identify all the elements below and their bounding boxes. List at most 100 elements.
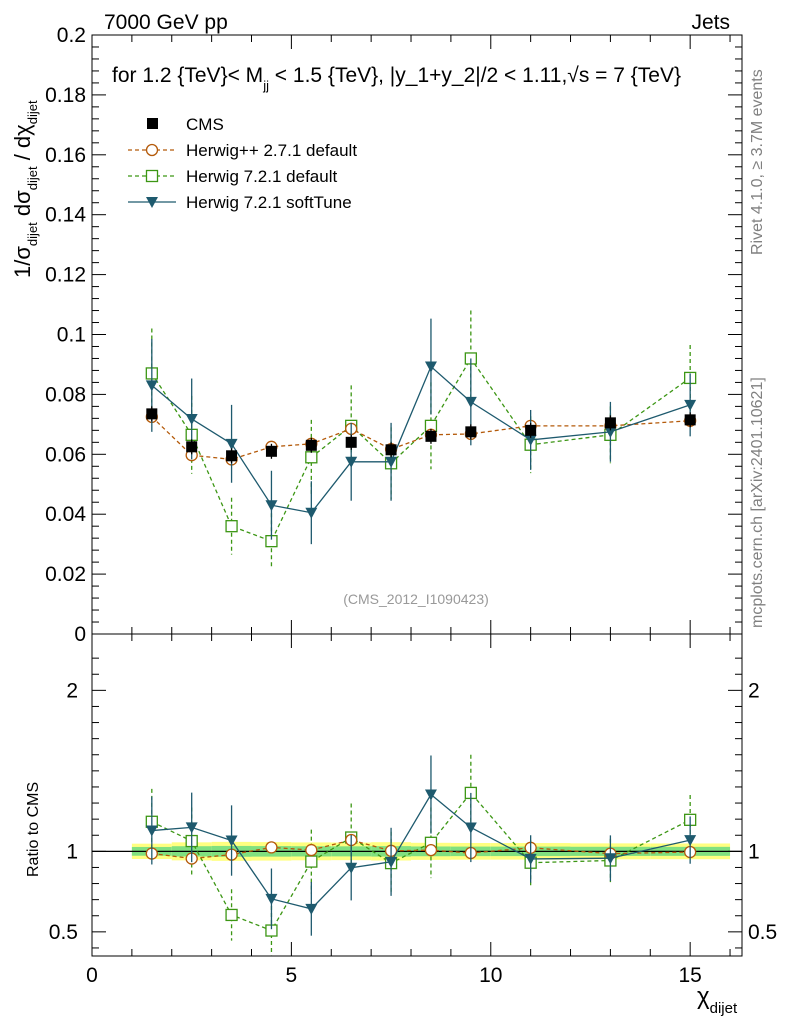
ratio-point-h721s-marker — [385, 856, 398, 868]
x-tick-label: 5 — [286, 964, 298, 987]
point-h721s-marker — [385, 456, 398, 468]
legend-entry-h721s: Herwig 7.2.1 softTune — [128, 193, 352, 212]
point-h721-marker — [305, 451, 318, 464]
ratio-point-h721s-marker — [265, 893, 278, 905]
ratio-axis-ticks: 0.5 0.5 1 1 2 2 — [49, 657, 777, 949]
ratio-tick-label-right: 2 — [748, 679, 760, 702]
series-line-h721 — [151, 357, 691, 542]
ratio-tick-label: 0.5 — [49, 921, 78, 944]
main-y-label-c-sub: dijet — [25, 100, 40, 124]
series-h721s — [145, 318, 697, 545]
legend: CMS Herwig++ 2.7.1 default Herwig 7.2.1 … — [128, 115, 357, 212]
legend-label-h721: Herwig 7.2.1 default — [186, 167, 337, 186]
ratio-point-h721-marker — [225, 908, 238, 922]
ratio-point-h721s-marker — [524, 853, 537, 865]
legend-marker-cms — [147, 118, 158, 129]
main-y-label-c: / dχ — [10, 124, 35, 167]
main-y-label-a: 1/σ — [10, 246, 35, 278]
series-line-h721s — [151, 365, 691, 514]
plot-title-suffix: = 7 {TeV} — [589, 64, 681, 87]
ratio-tick-label-right: 1 — [748, 840, 760, 863]
y-tick-label: 0.12 — [45, 264, 86, 287]
ratio-point-h721s-marker — [345, 862, 358, 874]
plot-title-prefix: for 1.2 {TeV}< M — [112, 64, 263, 87]
ratio-tick-label-right: 0.5 — [748, 921, 777, 944]
x-axis-label-main: χ — [697, 983, 710, 1010]
rivet-label: Rivet 4.1.0, ≥ 3.7M events — [749, 69, 766, 255]
main-y-label-a-sub: dijet — [25, 222, 40, 246]
ratio-series-h721s — [145, 755, 697, 936]
ratio-point-h271-marker — [265, 841, 278, 854]
legend-marker-h271 — [145, 143, 159, 157]
y-tick-label: 0.06 — [45, 443, 86, 466]
ratio-point-h721s-marker — [684, 835, 697, 847]
y-tick-label: 0.1 — [57, 324, 86, 347]
point-h721s-marker — [464, 396, 477, 408]
point-cms-marker — [385, 444, 397, 456]
point-h721s-marker — [524, 434, 537, 446]
ratio-series-layer — [145, 754, 697, 956]
x-axis-label-sub: dijet — [710, 1000, 738, 1017]
point-h721s-marker — [305, 507, 318, 519]
plot-title-sqrt: √s — [567, 64, 589, 87]
legend-entry-cms: CMS — [147, 115, 224, 134]
main-y-label: 1/σdijet dσdijet / dχdijet — [10, 100, 40, 278]
legend-entry-h721: Herwig 7.2.1 default — [128, 167, 337, 186]
ratio-point-h721s-marker — [145, 825, 158, 837]
x-tick-label: 0 — [86, 964, 98, 987]
point-cms-marker — [305, 439, 317, 451]
legend-label-cms: CMS — [186, 115, 224, 134]
plot-title-middle: < 1.5 {TeV}, |y_1+y_2|/2 < 1.11, — [269, 64, 567, 87]
point-cms-marker — [345, 436, 357, 448]
main-y-label-b-sub: dijet — [25, 166, 40, 190]
y-tick-label: 0.14 — [45, 204, 86, 227]
x-tick-label: 10 — [479, 964, 502, 987]
y-tick-label: 0.04 — [45, 503, 86, 526]
ratio-point-h271-marker — [424, 843, 438, 857]
plot-title-sub: jj — [262, 78, 269, 93]
x-axis-label: χdijet — [697, 983, 738, 1017]
y-tick-label: 0 — [74, 623, 86, 646]
point-h721s-marker — [185, 413, 198, 425]
point-cms-marker — [265, 445, 277, 457]
point-cms-marker — [525, 424, 537, 436]
legend-marker-h721s — [146, 197, 158, 208]
point-h721s-marker — [424, 361, 437, 373]
point-h721s-marker — [225, 438, 238, 450]
ratio-point-h271-marker — [305, 843, 318, 857]
point-cms-marker — [465, 426, 477, 438]
y-tick-label: 0.18 — [45, 84, 86, 107]
legend-entry-h271: Herwig++ 2.7.1 default — [128, 141, 357, 160]
point-cms-marker — [226, 450, 238, 462]
ratio-point-h721s-marker — [464, 822, 477, 834]
ratio-tick-label: 1 — [66, 840, 78, 863]
point-h721s-marker — [265, 500, 278, 512]
x-tick-label: 15 — [678, 964, 701, 987]
point-cms-marker — [604, 417, 616, 429]
ratio-plot-frame — [91, 633, 743, 957]
plot-title: for 1.2 {TeV}< Mjj < 1.5 {TeV}, |y_1+y_2… — [112, 64, 681, 93]
series-cms — [146, 406, 696, 464]
point-h721s-marker — [684, 399, 697, 411]
header-right-title: Jets — [691, 11, 730, 34]
ratio-line-h721 — [151, 791, 691, 932]
y-tick-label: 0.2 — [57, 24, 86, 47]
ratio-point-h721-marker — [305, 855, 318, 868]
legend-marker-h721 — [145, 169, 159, 183]
y-tick-label: 0.16 — [45, 144, 86, 167]
header-left-title: 7000 GeV pp — [104, 11, 228, 34]
legend-label-h271: Herwig++ 2.7.1 default — [186, 141, 357, 160]
point-cms-marker — [425, 430, 437, 442]
y-tick-label: 0.08 — [45, 383, 86, 406]
ratio-line-h271 — [151, 839, 691, 860]
ratio-tick-label: 2 — [66, 679, 78, 702]
ratio-point-h721s-marker — [225, 835, 238, 847]
ratio-point-h721s-marker — [604, 853, 617, 865]
point-h721s-marker — [345, 456, 358, 468]
point-cms-marker — [186, 441, 198, 453]
analysis-watermark: (CMS_2012_I1090423) — [343, 591, 489, 607]
ratio-point-h721s-marker — [305, 903, 318, 915]
mcplots-label: mcplots.cern.ch [arXiv:2401.10621] — [749, 377, 766, 628]
point-cms-marker — [146, 408, 158, 420]
